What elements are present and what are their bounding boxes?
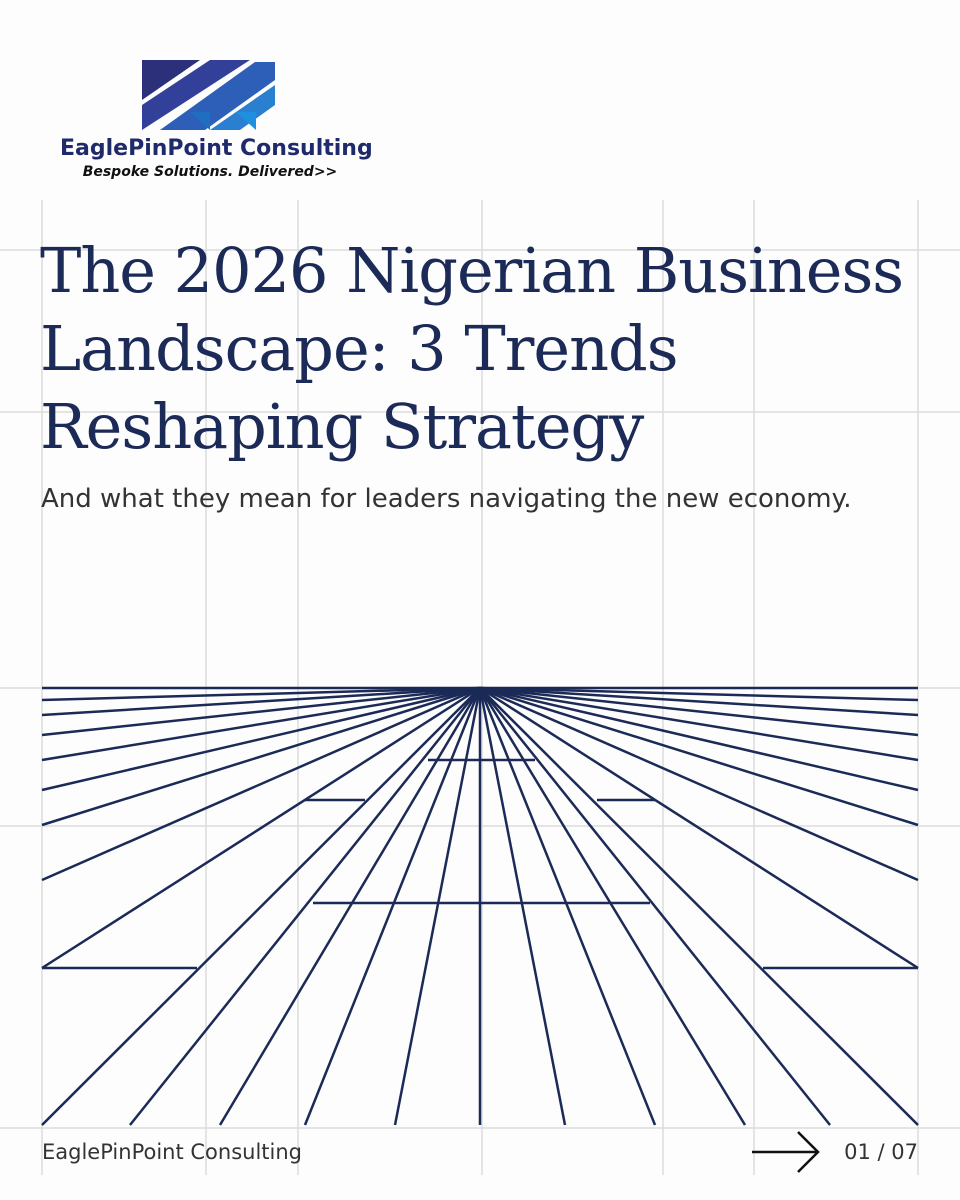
perspective-line [479,686,919,737]
perspective-line [41,686,481,827]
page-indicator: 01 / 07 [844,1140,918,1164]
footer-brand: EaglePinPoint Consulting [42,1140,302,1164]
next-arrow[interactable] [752,1131,820,1173]
perspective-line [479,686,919,717]
perspective-line [479,687,831,1126]
perspective-line [479,687,919,1126]
title-line: Landscape: 3 Trends [40,312,679,385]
perspective-line [479,686,919,792]
perspective-line [41,686,481,737]
perspective-line [479,686,919,762]
perspective-line [393,687,482,1126]
perspective-grid [41,686,919,1126]
perspective-line [478,687,567,1126]
title: The 2026 Nigerian Business Landscape: 3 … [40,232,904,466]
perspective-line [41,686,481,792]
perspective-line [41,686,481,882]
perspective-line [479,686,919,882]
perspective-line [41,686,481,970]
title-line: Reshaping Strategy [40,390,644,463]
perspective-line [479,686,919,702]
perspective-line [41,686,481,702]
subtitle: And what they mean for leaders navigatin… [41,484,852,514]
logo-tagline: Bespoke Solutions. Delivered>> [82,164,338,180]
perspective-line [41,687,481,1126]
perspective-line [129,687,481,1126]
perspective-line [218,687,482,1126]
logo-name: EaglePinPoint Consulting [60,136,373,161]
perspective-line [478,687,747,1126]
perspective-line [479,686,919,827]
perspective-line [479,686,919,970]
title-line: The 2026 Nigerian Business [40,234,904,307]
perspective-line [41,686,481,762]
perspective-line [41,686,481,717]
logo-mark [142,60,275,130]
